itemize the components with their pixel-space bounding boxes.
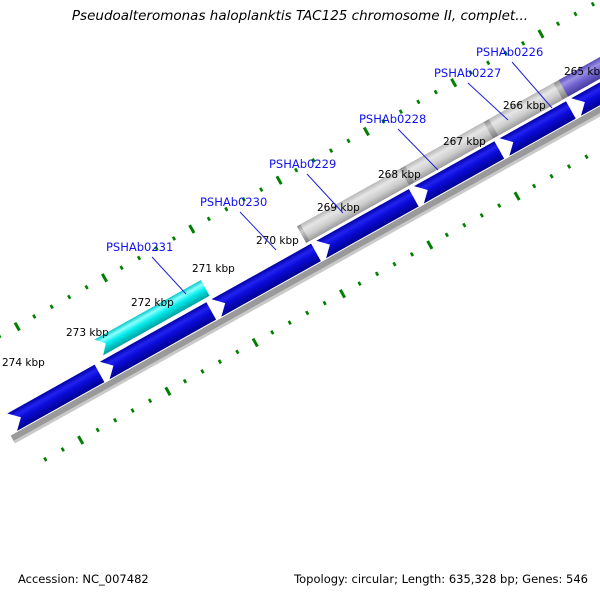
- coord-label-274kbp: 274 kbp: [2, 357, 45, 369]
- gene-arrow-lane-forward[interactable]: [7, 66, 600, 431]
- gene-arrow-PSHAb0230[interactable]: [211, 243, 321, 317]
- backbone-segment-highlight-purple[interactable]: [558, 49, 600, 97]
- gene-label-layer[interactable]: PSHAb0226 PSHAb0227 PSHAb0228 PSHAb0229 PSHA…: [106, 45, 553, 295]
- gene-arrow-PSHAb0227[interactable]: [499, 101, 576, 156]
- track-shadow-rail: [10, 84, 600, 442]
- coord-label-272kbp: 272 kbp: [131, 297, 174, 309]
- gene-label-PSHAb0227-leader-line: [467, 82, 509, 121]
- coord-label-270kbp: 270 kbp: [256, 235, 299, 247]
- gene-label-PSHAb0226[interactable]: PSHAb0226: [476, 45, 543, 59]
- gene-label-PSHAb0230[interactable]: PSHAb0230: [200, 195, 267, 209]
- backbone-segment-2[interactable]: [405, 122, 493, 183]
- gene-arrow-PSHAb0229[interactable]: [316, 189, 419, 259]
- gc-skew-ticks-lower: [43, 154, 589, 462]
- coord-label-271kbp: 271 kbp: [192, 263, 235, 275]
- chromosome-track-group: [7, 0, 600, 444]
- gene-label-PSHAb0229-leader-line: [306, 173, 344, 214]
- accession-status: Accession: NC_007482: [18, 572, 149, 586]
- genome-stats-status: Topology: circular; Length: 635,328 bp; …: [294, 572, 588, 586]
- coord-label-265kbp: 265 kbp: [564, 66, 600, 78]
- backbone-segment-3[interactable]: [488, 82, 563, 136]
- gene-label-PSHAb0230-leader-line: [239, 211, 277, 251]
- page-title: Pseudoalteromonas haloplanktis TAC125 ch…: [71, 8, 529, 24]
- backbone-lane: [296, 0, 600, 244]
- track-shadow-rail-highlight: [13, 89, 600, 444]
- gene-arrow-PSHAb0231-selected[interactable]: [94, 280, 210, 356]
- gene-label-PSHAb0231-leader-line: [151, 256, 187, 295]
- coord-label-266kbp: 266 kbp: [503, 100, 546, 112]
- gene-label-PSHAb0229[interactable]: PSHAb0229: [269, 157, 336, 171]
- backbone-segment-1[interactable]: [300, 168, 410, 242]
- coord-label-273kbp: 273 kbp: [66, 327, 109, 339]
- coord-label-267kbp: 267 kbp: [443, 136, 486, 148]
- coord-label-268kbp: 268 kbp: [378, 169, 421, 181]
- gene-label-PSHAb0231[interactable]: PSHAb0231: [106, 240, 173, 254]
- gene-arrow-PSHAb0226[interactable]: [571, 66, 600, 116]
- gc-skew-ticks-upper: [0, 1, 596, 339]
- gene-label-PSHAb0226-leader-line: [511, 61, 553, 109]
- gene-label-PSHAb0228[interactable]: PSHAb0228: [359, 112, 426, 126]
- gene-label-PSHAb0227[interactable]: PSHAb0227: [434, 66, 501, 80]
- gene-arrow-PSHAb0228[interactable]: [414, 141, 505, 204]
- gene-arrow-lane-selected[interactable]: [94, 280, 210, 356]
- gene-label-PSHAb0228-leader-line: [397, 128, 439, 171]
- gene-arrow-PSHAb0232[interactable]: [7, 364, 105, 431]
- gene-arrow-PSHAb0231-body[interactable]: [99, 302, 217, 380]
